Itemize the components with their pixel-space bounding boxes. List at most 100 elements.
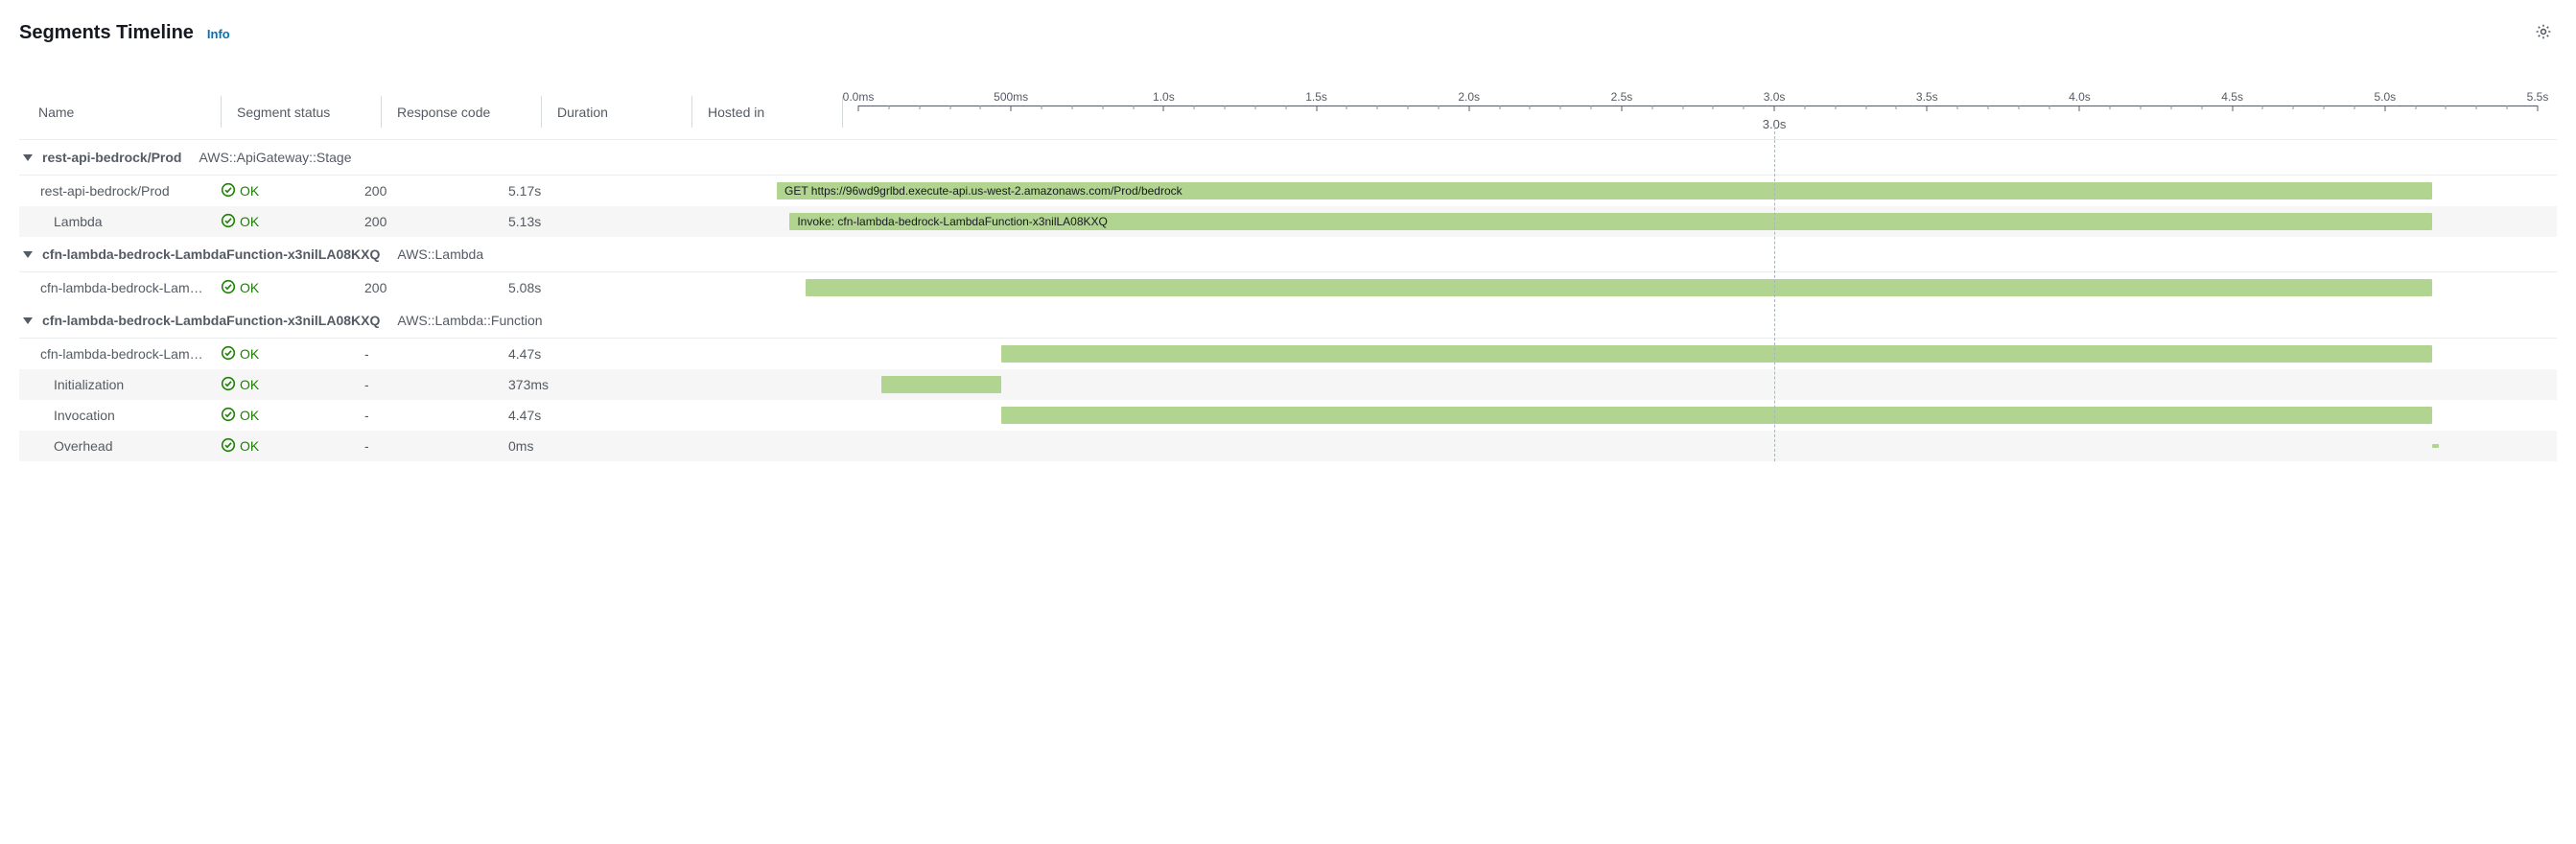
group-header[interactable]: rest-api-bedrock/Prod AWS::ApiGateway::St… [19, 140, 2557, 176]
col-header-status[interactable]: Segment status [237, 84, 381, 139]
table-row[interactable]: InvocationOK-4.47s [19, 400, 2557, 431]
segment-bar[interactable] [1001, 407, 2432, 424]
caret-down-icon [23, 317, 33, 324]
timeline-ruler: 0.0ms500ms1.0s1.5s2.0s2.5s3.0s3.5s4.0s4.… [858, 90, 2538, 107]
col-divider [381, 96, 382, 128]
ruler-tick-label: 1.5s [1305, 90, 1327, 104]
group-header[interactable]: cfn-lambda-bedrock-LambdaFunction-x3nilL… [19, 303, 2557, 339]
segment-bar[interactable] [806, 279, 2432, 296]
ruler-minor-tick [1682, 106, 1683, 109]
caret-down-icon [23, 154, 33, 161]
segment-name: cfn-lambda-bedrock-Lam… [19, 280, 221, 295]
duration-value: 5.17s [508, 183, 643, 199]
ruler-tick-label: 5.5s [2527, 90, 2549, 104]
segment-bar[interactable] [881, 376, 1001, 393]
segment-bar[interactable]: GET https://96wd9grlbd.execute-api.us-we… [777, 182, 2432, 199]
segment-status: OK [221, 437, 364, 456]
group-header[interactable]: cfn-lambda-bedrock-LambdaFunction-x3nilL… [19, 237, 2557, 272]
status-ok-icon [221, 376, 236, 394]
col-header-response[interactable]: Response code [397, 84, 541, 139]
ruler-minor-tick [1194, 106, 1195, 109]
ruler-minor-tick [1530, 106, 1531, 109]
table-row[interactable]: cfn-lambda-bedrock-Lam…OK-4.47s [19, 339, 2557, 369]
ruler-tick-label: 4.0s [2069, 90, 2091, 104]
col-header-name[interactable]: Name [19, 84, 221, 139]
settings-button[interactable] [2530, 19, 2557, 46]
ruler-minor-tick [2018, 106, 2019, 109]
duration-value: 373ms [508, 377, 643, 392]
ruler-tick-label: 4.5s [2221, 90, 2243, 104]
status-ok-label: OK [240, 346, 259, 362]
ruler-minor-tick [1133, 106, 1134, 109]
group-type: AWS::ApiGateway::Stage [199, 150, 351, 165]
ruler-minor-tick [980, 106, 981, 109]
status-ok-label: OK [240, 280, 259, 295]
table-row[interactable]: LambdaOK2005.13sInvoke: cfn-lambda-bedro… [19, 206, 2557, 237]
segment-status: OK [221, 376, 364, 394]
timeline-cell: GET https://96wd9grlbd.execute-api.us-we… [777, 176, 2557, 206]
ruler-minor-tick [2324, 106, 2325, 109]
caret-down-icon [23, 251, 33, 258]
ruler-minor-tick [2170, 106, 2171, 109]
ruler-tick-label: 3.0s [1764, 90, 1786, 104]
ruler-minor-tick [1651, 106, 1652, 109]
segment-bar[interactable] [1001, 345, 2432, 363]
status-ok-label: OK [240, 438, 259, 454]
timeline-marker-label: 3.0s [1763, 117, 1787, 131]
ruler-minor-tick [1804, 106, 1805, 109]
status-ok-label: OK [240, 183, 259, 199]
status-ok-icon [221, 279, 236, 297]
table-row[interactable]: InitializationOK-373ms [19, 369, 2557, 400]
timeline-cell [777, 431, 2557, 461]
col-header-duration[interactable]: Duration [557, 84, 691, 139]
ruler-minor-tick [1835, 106, 1836, 109]
response-code: 200 [364, 280, 508, 295]
col-divider [221, 96, 222, 128]
table-row[interactable]: cfn-lambda-bedrock-Lam… OK 2005.08s [19, 272, 2557, 303]
ruler-minor-tick [1744, 106, 1745, 109]
ruler-minor-tick [1408, 106, 1409, 109]
ruler-minor-tick [1896, 106, 1897, 109]
group-name: rest-api-bedrock/Prod [42, 150, 181, 165]
ruler-minor-tick [1591, 106, 1592, 109]
ruler-minor-tick [919, 106, 920, 109]
ruler-minor-tick [1377, 106, 1378, 109]
group-type: AWS::Lambda [397, 246, 483, 262]
group-name: cfn-lambda-bedrock-LambdaFunction-x3nilL… [42, 246, 380, 262]
col-divider [691, 96, 692, 128]
group-name: cfn-lambda-bedrock-LambdaFunction-x3nilL… [42, 313, 380, 328]
segment-status: OK [221, 407, 364, 425]
segments-table: Name Segment status Response code Durati… [19, 84, 2557, 461]
status-ok-label: OK [240, 214, 259, 229]
duration-value: 5.13s [508, 214, 643, 229]
ruler-major-tick [2384, 106, 2385, 111]
group-type: AWS::Lambda::Function [397, 313, 542, 328]
segment-status: OK [221, 345, 364, 363]
segment-bar[interactable] [2432, 444, 2439, 448]
ruler-minor-tick [1254, 106, 1255, 109]
ruler-minor-tick [2110, 106, 2111, 109]
table-row[interactable]: OverheadOK-0ms [19, 431, 2557, 461]
segment-bar[interactable]: Invoke: cfn-lambda-bedrock-LambdaFunctio… [789, 213, 2431, 230]
duration-value: 5.08s [508, 280, 643, 295]
ruler-minor-tick [1560, 106, 1561, 109]
segment-bar-label: GET https://96wd9grlbd.execute-api.us-we… [785, 184, 1183, 198]
status-ok-label: OK [240, 408, 259, 423]
ruler-minor-tick [1285, 106, 1286, 109]
info-link[interactable]: Info [207, 27, 230, 41]
ruler-major-tick [2232, 106, 2233, 111]
timeline-cell [777, 400, 2557, 431]
ruler-tick-label: 2.0s [1458, 90, 1480, 104]
segment-bar-label: Invoke: cfn-lambda-bedrock-LambdaFunctio… [797, 215, 1108, 228]
segment-status: OK [221, 213, 364, 231]
ruler-minor-tick [2262, 106, 2263, 109]
ruler-tick-label: 5.0s [2374, 90, 2396, 104]
rows-container: rest-api-bedrock/Prod AWS::ApiGateway::St… [19, 140, 2557, 461]
response-code: - [364, 408, 508, 423]
status-ok-icon [221, 213, 236, 231]
col-header-hosted[interactable]: Hosted in [708, 84, 842, 139]
timeline-cell [777, 369, 2557, 400]
table-row[interactable]: rest-api-bedrock/ProdOK2005.17sGET https… [19, 176, 2557, 206]
segment-status: OK [221, 279, 364, 297]
col-divider [541, 96, 542, 128]
